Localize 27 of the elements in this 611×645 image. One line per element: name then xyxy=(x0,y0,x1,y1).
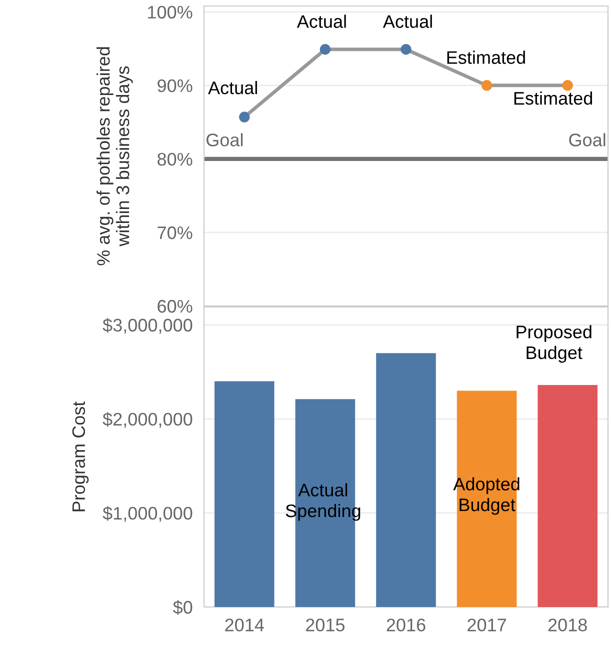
y-tick-label: $1,000,000 xyxy=(102,506,192,522)
bar xyxy=(538,385,598,607)
y-axis-title: % avg. of potholes repaired within 3 business days xyxy=(96,47,133,266)
annotation: Proposed Budget xyxy=(516,325,592,363)
y-tick-label: $3,000,000 xyxy=(102,318,192,334)
y-tick-label: 80% xyxy=(158,152,192,166)
y-tick-label: $2,000,000 xyxy=(102,412,192,428)
x-tick-label: 2014 xyxy=(225,618,264,632)
y-tick-label: 90% xyxy=(158,79,192,92)
y-tick-label: 100% xyxy=(148,6,192,19)
x-tick-label: 2016 xyxy=(386,618,426,632)
bar xyxy=(376,353,436,607)
text: Goal xyxy=(569,133,606,146)
annotation: Actual xyxy=(208,80,257,94)
y-tick-label: $0 xyxy=(173,600,192,615)
annotation: Estimated xyxy=(447,50,525,64)
y-tick-label: 60% xyxy=(158,300,192,313)
bar xyxy=(214,381,274,607)
annotation: Estimated xyxy=(514,91,592,105)
y-tick-label: 70% xyxy=(158,226,192,240)
annotation: Actual xyxy=(382,14,432,28)
x-tick-label: 2018 xyxy=(548,618,587,632)
x-tick-label: 2015 xyxy=(306,618,345,632)
x-tick-label: 2017 xyxy=(468,618,506,632)
ref-line-label: Goal xyxy=(206,133,243,146)
y-axis-title: Program Cost xyxy=(72,401,89,512)
annotation: Actual xyxy=(296,14,346,28)
